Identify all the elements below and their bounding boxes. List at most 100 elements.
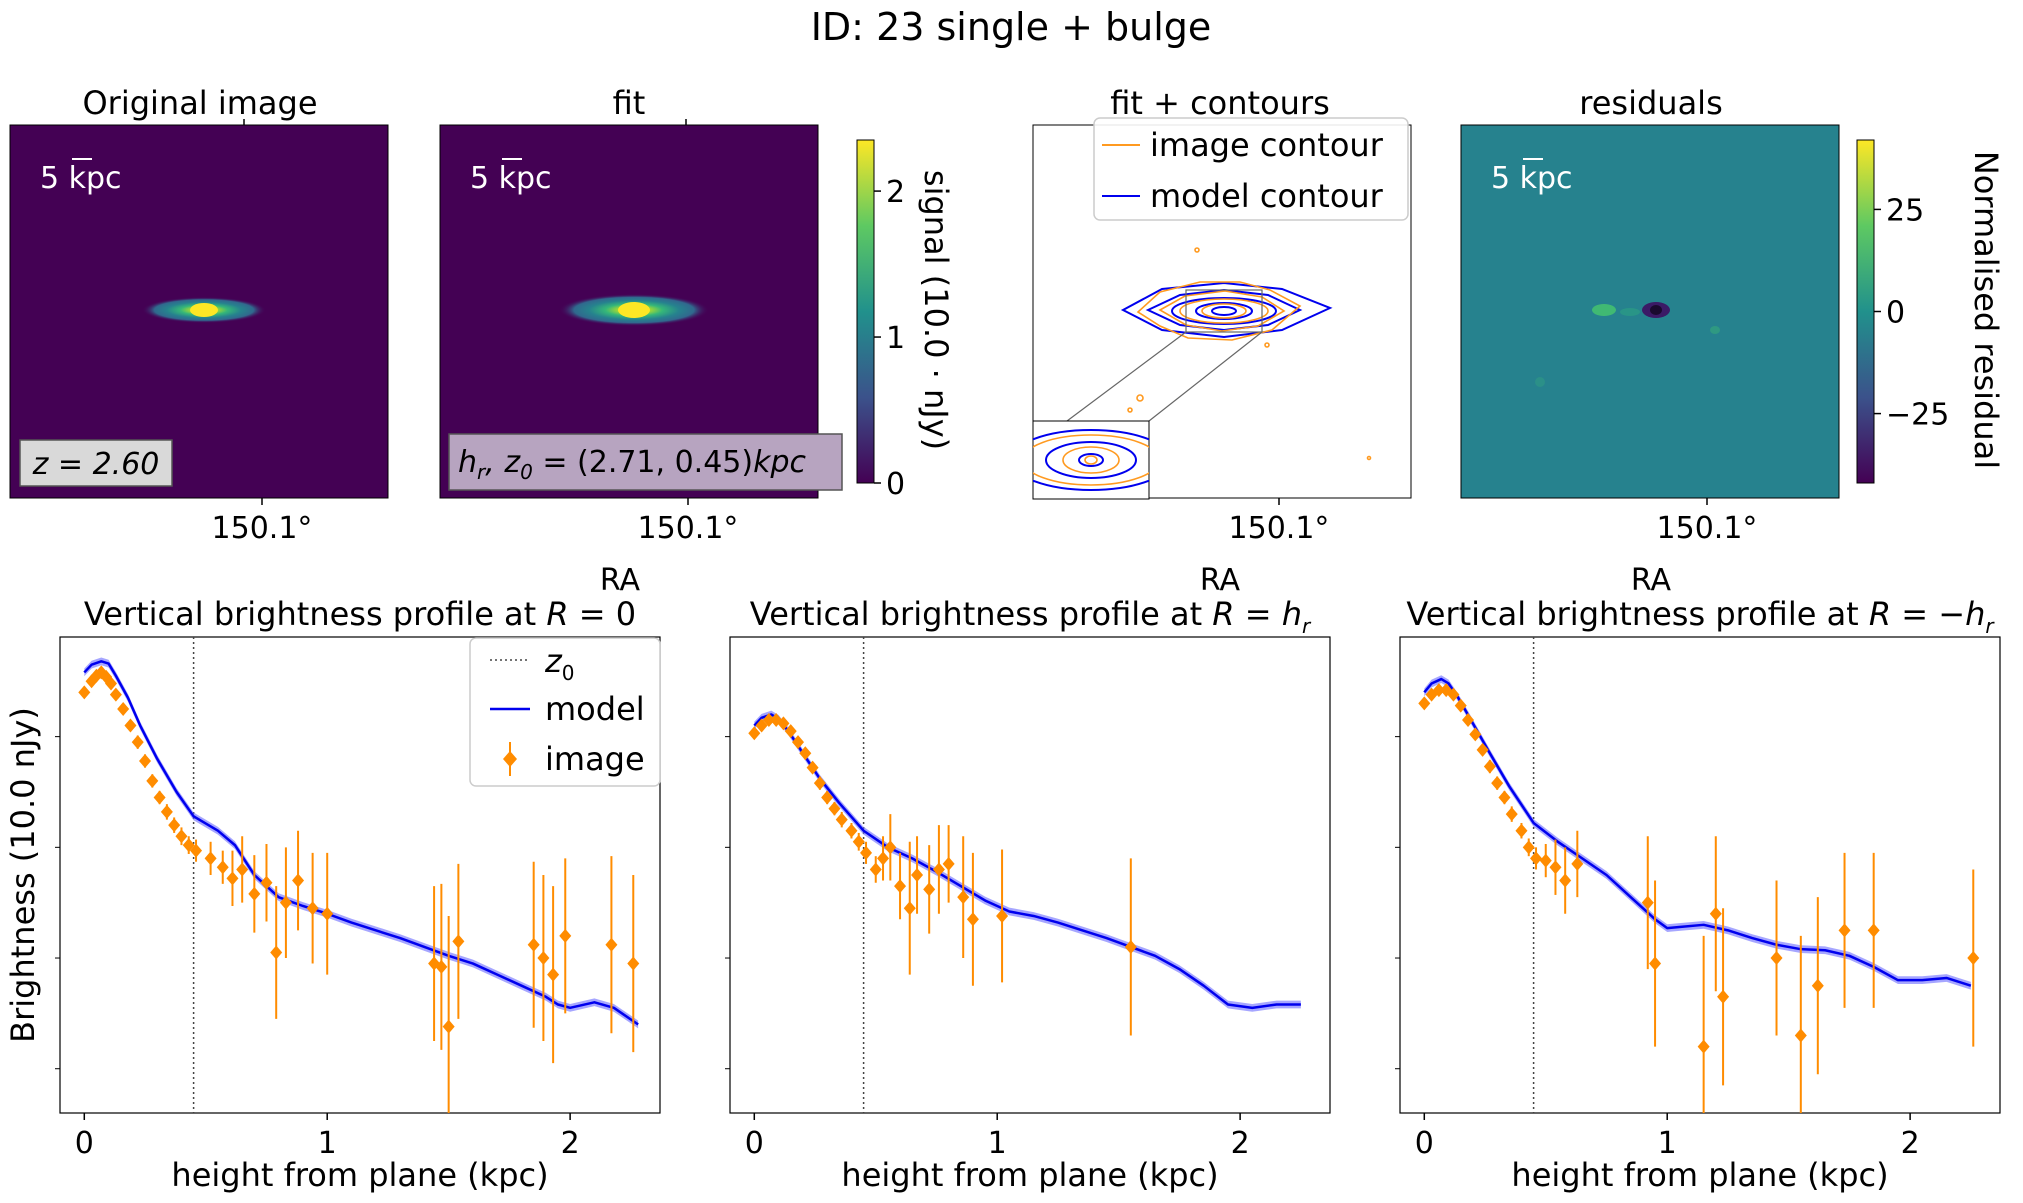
image-point-1-19 [894,879,907,894]
image-point-2-30 [1967,951,1980,966]
image-point-1-6 [792,735,805,750]
profile-xlabel-2: height from plane (kpc) [1511,1156,1888,1194]
fit-title: fit [613,84,646,122]
image-point-2-28 [1838,923,1851,938]
params-label: hr, z0 = (2.71, 0.45)kpc [458,445,807,484]
image-point-1-16 [869,862,882,877]
image-point-1-12 [835,812,848,827]
image-point-0-14 [168,818,181,833]
profile-xtick-0-2: 2 [561,1126,580,1161]
residual-faint-blob-1 [1620,308,1640,316]
signal-colorbar-tick-1: 1 [886,321,905,356]
profile-frame-2 [1399,636,2001,1114]
legend-image-contour-label: image contour [1150,126,1384,164]
image-point-0-32 [452,934,465,949]
profile-xtick-0-0: 0 [75,1126,94,1161]
image-contour-blob-3 [1136,394,1144,402]
image-point-1-26 [966,912,979,927]
image-point-2-19 [1571,856,1584,871]
residuals-title: residuals [1579,84,1722,122]
image-point-2-26 [1794,1028,1807,1043]
profile-xlabel-0: height from plane (kpc) [171,1156,548,1194]
params-label-box [448,433,843,491]
contours-legend-box [1093,117,1409,221]
image-point-2-25 [1770,951,1783,966]
image-point-0-10 [139,753,152,768]
image-point-2-14 [1522,840,1535,855]
residuals-ra-tick: 150.1° [1657,511,1758,546]
image-point-2-16 [1539,853,1552,868]
inset-image-contour-3 [1084,455,1098,465]
image-point-0-23 [260,875,273,890]
figure-title: ID: 23 single + bulge [811,5,1212,49]
signal-colorbar-label: signal (10.0 · nJy) [917,170,955,450]
image-point-1-9 [813,776,826,791]
residual-faint-blob-3 [1535,377,1545,387]
image-point-0-16 [182,838,195,853]
image-point-2-15 [1530,851,1543,866]
signal-colorbar: 0 1 2 signal (10.0 · nJy) [856,139,955,502]
redshift-label: z = 2.60 [32,447,160,482]
profile-title-1: Vertical brightness profile at R = hr [750,595,1312,638]
image-point-1-28 [1124,939,1137,954]
model-line-1 [753,713,1301,1010]
image-contours [1127,247,1372,461]
image-point-0-27 [306,901,319,916]
inset-image-contour-2 [1062,446,1120,474]
model-contour-3 [1171,297,1277,325]
contours-legend: image contour model contour [1093,117,1409,221]
profile-plot-rminushr: Vertical brightness profile at R = −hr 0 1… [1395,595,2001,1194]
image-point-2-4 [1447,687,1460,702]
image-contour-4 [1201,303,1247,319]
image-point-2-24 [1717,989,1730,1004]
residuals-panel: residuals 5 kpc 150.1° RA [1460,84,1840,598]
profile-ra-label-0: RA [600,563,641,598]
signal-colorbar-ticks: 0 1 2 [874,175,905,502]
image-point-2-29 [1867,923,1880,938]
image-point-1-10 [821,790,834,805]
profile-legend-box [469,637,661,787]
image-point-0-17 [190,843,203,858]
image-point-2-10 [1491,776,1504,791]
profile-legend: z0 model image [469,637,661,787]
image-point-0-35 [547,967,560,982]
image-point-2-12 [1505,807,1518,822]
residual-colorbar-tick-0: 25 [1886,193,1924,228]
profile-frame-1 [729,636,1331,1114]
image-point-0-5 [105,676,118,691]
residual-colorbar-label: Normalised residual [1967,151,2005,469]
image-point-1-23 [932,862,945,877]
image-point-1-24 [942,856,955,871]
image-point-0-6 [109,687,122,702]
image-point-0-33 [527,937,540,952]
image-point-0-18 [204,851,217,866]
image-point-2-23 [1709,906,1722,921]
profile-xtick-2-2: 2 [1901,1126,1920,1161]
image-point-0-24 [270,945,283,960]
image-point-1-1 [755,718,768,733]
image-point-0-30 [435,959,448,974]
image-point-0-36 [559,928,572,943]
fit-galaxy-core [618,302,650,318]
fit-panel: fit 5 kpc hr, z0 = (2.71, 0.45)kpc 150.1… [439,84,843,546]
image-point-2-7 [1469,727,1482,742]
image-point-0-12 [153,790,166,805]
profile-xtick-2-1: 1 [1658,1126,1677,1161]
image-contour-blob-5 [1366,455,1372,461]
image-point-0-22 [248,886,261,901]
contours-panel: fit + contours [1032,84,1412,598]
image-point-1-27 [996,908,1009,923]
image-point-0-15 [175,829,188,844]
original-ra-tick: 150.1° [212,511,313,546]
legend-model-label: model [545,690,645,728]
image-point-1-13 [845,823,858,838]
image-point-2-21 [1649,956,1662,971]
fit-ra-tick: 150.1° [638,511,739,546]
profile-xtick-1-0: 0 [745,1126,764,1161]
image-point-0-21 [236,862,249,877]
signal-colorbar-tick-0: 0 [886,467,905,502]
inset-model-contour-2 [1045,441,1137,479]
legend-image-marker [503,751,517,767]
zoom-region-box [1185,289,1263,333]
profile-xtick-1-2: 2 [1231,1126,1250,1161]
